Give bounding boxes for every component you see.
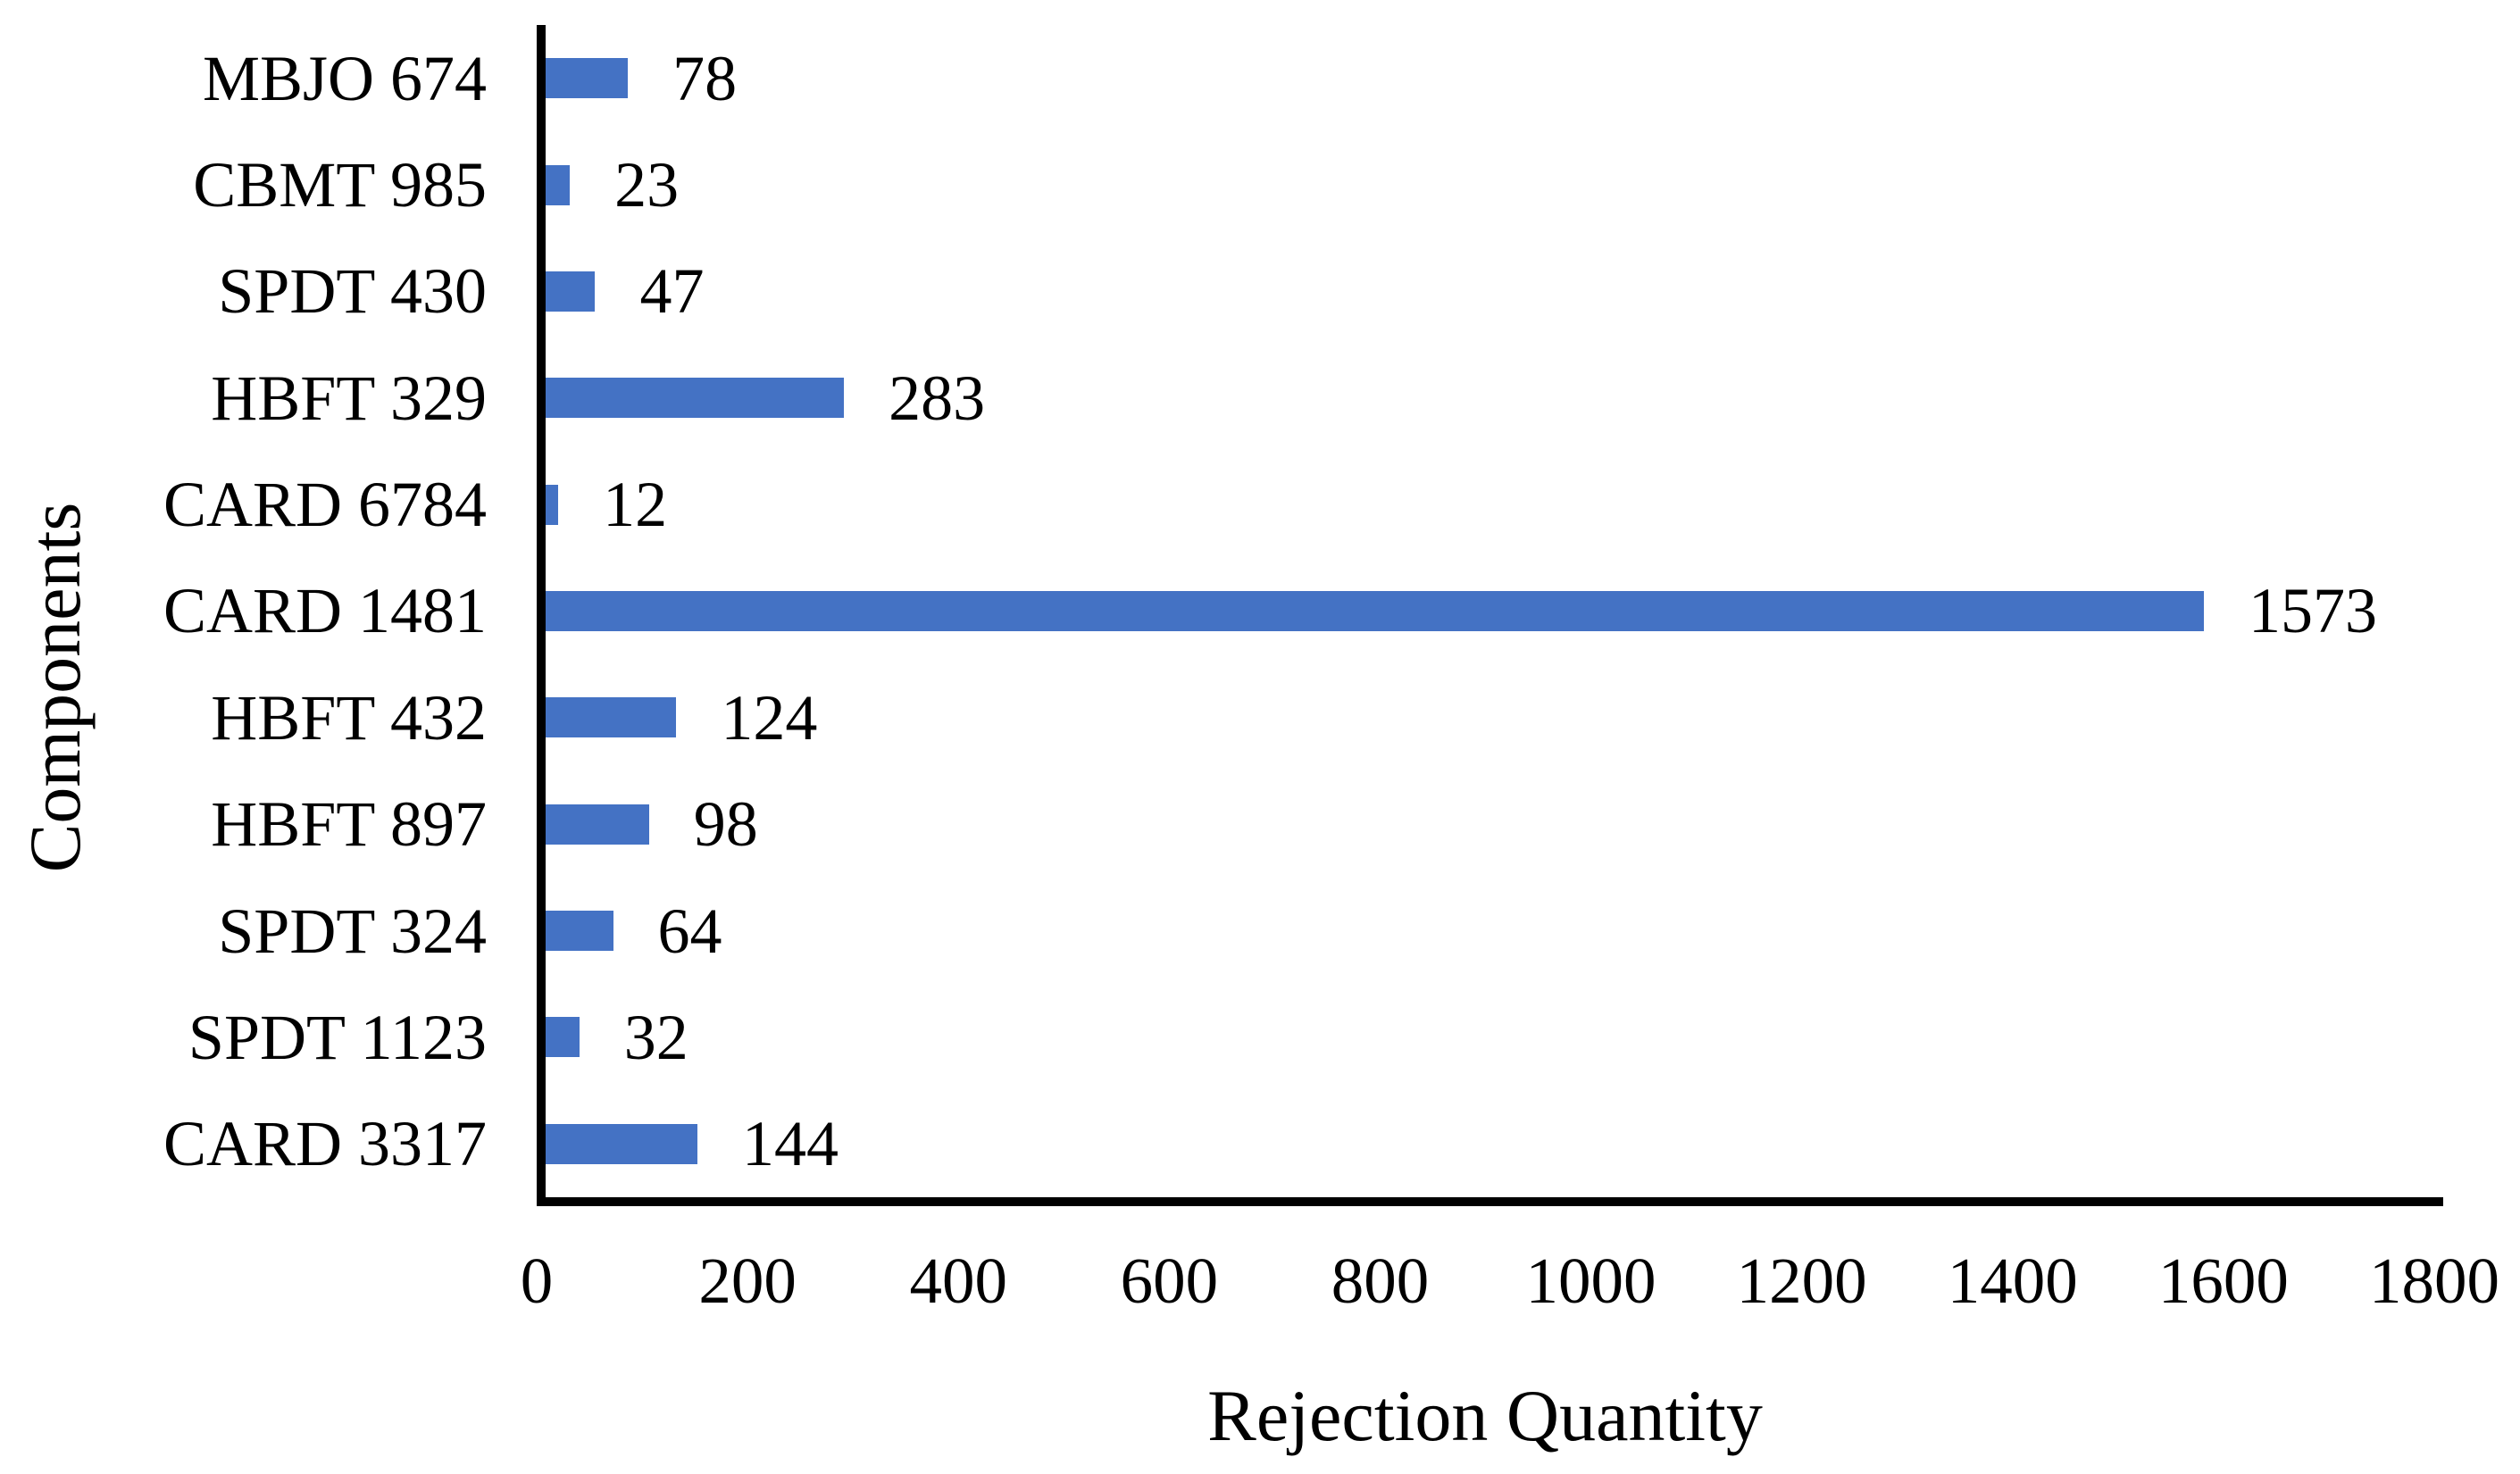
value-label: 78 [672, 42, 738, 114]
x-tick-label: 600 [1120, 1245, 1219, 1317]
value-label: 47 [639, 255, 705, 328]
category-label: CARD 1481 [163, 575, 487, 647]
bar [546, 804, 649, 845]
value-label: 1573 [2249, 575, 2377, 647]
category-label: CARD 6784 [163, 469, 487, 541]
x-tick-label: 0 [520, 1245, 554, 1317]
category-label: SPDT 1123 [188, 1001, 487, 1073]
x-tick-label: 400 [909, 1245, 1007, 1317]
category-label: HBFT 432 [211, 681, 487, 754]
bar-row: SPDT 430 47 [218, 238, 2443, 345]
x-tick-label: 1400 [1947, 1245, 2078, 1317]
value-label: 283 [889, 362, 986, 434]
bar-row: HBFT 432 124 [211, 664, 2443, 770]
bar [546, 697, 677, 738]
category-label: HBFT 329 [211, 362, 487, 434]
x-tick-label: 1800 [2369, 1245, 2499, 1317]
bar [546, 164, 571, 205]
bar [546, 911, 613, 952]
bar-row: MBJO 674 78 [203, 25, 2443, 131]
bar [546, 1017, 580, 1058]
bar [546, 58, 629, 99]
category-label: CBMT 985 [193, 149, 487, 221]
category-label: SPDT 430 [218, 255, 487, 328]
value-label: 144 [742, 1108, 839, 1180]
x-tick-label: 1600 [2157, 1245, 2289, 1317]
bar-row: CARD 1481 1573 [163, 558, 2443, 664]
bar-row: CARD 3317 144 [163, 1091, 2443, 1197]
bar-row: HBFT 329 283 [211, 345, 2443, 451]
x-tick-label: 1000 [1525, 1245, 1656, 1317]
value-label: 12 [603, 469, 668, 541]
bar [546, 1123, 697, 1164]
y-axis-title: Components [14, 502, 96, 873]
x-tick-label: 1200 [1736, 1245, 1867, 1317]
value-label: 23 [614, 149, 680, 221]
bar [546, 378, 845, 419]
category-label: SPDT 324 [218, 895, 487, 967]
value-label: 64 [657, 895, 722, 967]
bar-row: CARD 6784 12 [163, 451, 2443, 557]
bar-row: CBMT 985 23 [193, 131, 2443, 237]
bar-row: SPDT 324 64 [218, 878, 2443, 984]
bar-row: SPDT 1123 32 [188, 984, 2443, 1090]
category-label: MBJO 674 [202, 42, 487, 114]
bar [546, 271, 596, 312]
x-axis-ticks: 0 200 400 600 800 1000 1200 1400 1600 1800 [521, 1245, 2499, 1328]
bar [546, 590, 2204, 631]
x-axis-title: Rejection Quantity [1207, 1375, 1763, 1456]
x-tick-label: 200 [698, 1245, 797, 1317]
category-label: CARD 3317 [163, 1108, 487, 1180]
value-label: 98 [693, 788, 758, 861]
bar [546, 484, 559, 525]
value-label: 124 [721, 681, 818, 754]
bar-row: HBFT 897 98 [211, 771, 2443, 878]
value-label: 32 [623, 1001, 688, 1073]
category-label: HBFT 897 [211, 788, 487, 861]
plot-area: MBJO 674 78 CBMT 985 23 SPDT 430 47 HBFT 329 28… [163, 25, 2443, 1206]
x-tick-label: 800 [1331, 1245, 1430, 1317]
